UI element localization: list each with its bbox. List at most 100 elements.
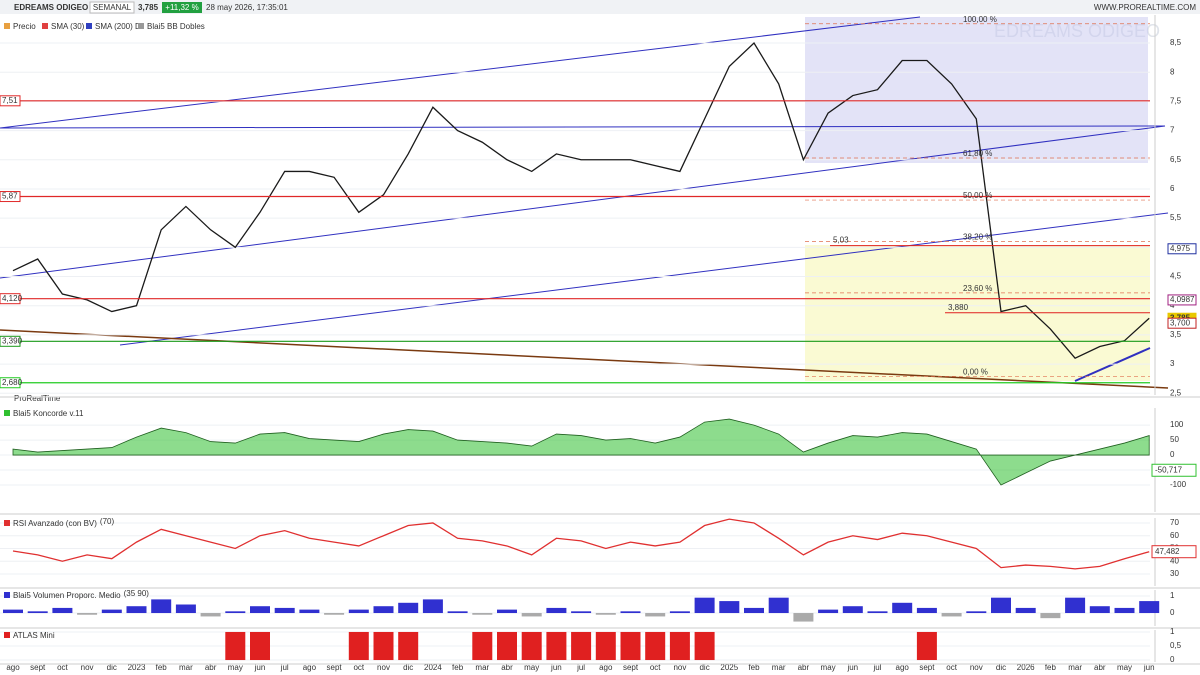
x-tick-label: abr bbox=[501, 663, 513, 672]
x-tick-label: oct bbox=[353, 663, 364, 672]
right-label-box bbox=[1167, 317, 1197, 329]
bar bbox=[126, 606, 147, 614]
x-tick-label: feb bbox=[748, 663, 760, 672]
x-tick-label: dic bbox=[996, 663, 1006, 672]
bar bbox=[3, 609, 23, 614]
price-line bbox=[12, 518, 1150, 570]
trend-line bbox=[0, 329, 1169, 389]
bar bbox=[1089, 606, 1110, 614]
change: +11,32 % bbox=[165, 3, 198, 12]
x-tick-label: may bbox=[228, 663, 243, 672]
fib-label: 23,60 % bbox=[963, 284, 992, 293]
level-label: 2,680 bbox=[2, 378, 23, 387]
level-label-box bbox=[0, 377, 21, 389]
bar bbox=[398, 631, 419, 661]
x-tick-label: jun bbox=[550, 663, 562, 672]
bar bbox=[1015, 607, 1036, 614]
right-label-box bbox=[1167, 294, 1197, 306]
last-value-box bbox=[1151, 545, 1197, 559]
y-tick-label: 30 bbox=[1170, 569, 1179, 578]
fib-label: 50,00 % bbox=[963, 191, 992, 200]
x-tick-label: sept bbox=[919, 663, 935, 672]
bar bbox=[916, 607, 937, 614]
bar bbox=[324, 613, 345, 615]
bar bbox=[744, 607, 764, 614]
legend-item: SMA (200) D bbox=[95, 22, 141, 31]
x-tick-label: sept bbox=[327, 663, 343, 672]
x-tick-label: mar bbox=[772, 663, 786, 672]
period-box bbox=[89, 1, 135, 14]
bar bbox=[1114, 607, 1135, 614]
bar bbox=[151, 599, 172, 614]
bar bbox=[250, 631, 270, 661]
bar bbox=[447, 611, 468, 614]
bar bbox=[571, 631, 592, 661]
y-tick-label: 1 bbox=[1170, 591, 1175, 600]
fib-label: 100,00 % bbox=[963, 15, 997, 24]
x-tick-label: abr bbox=[1094, 663, 1106, 672]
x-tick-label: ago bbox=[896, 663, 910, 672]
bar bbox=[274, 607, 295, 614]
x-tick-label: oct bbox=[57, 663, 68, 672]
bar bbox=[966, 611, 987, 614]
panel-title: RSI Avanzado (con BV) bbox=[13, 519, 97, 528]
right-label: 4,0987 bbox=[1170, 295, 1195, 304]
bar bbox=[348, 609, 369, 614]
x-tick-label: ago bbox=[6, 663, 20, 672]
x-tick-label: nov bbox=[81, 663, 94, 672]
legend-swatch bbox=[86, 23, 92, 29]
y-tick-label: -100 bbox=[1170, 480, 1187, 489]
bar bbox=[422, 599, 443, 614]
x-tick-label: dic bbox=[699, 663, 709, 672]
level-label-box bbox=[0, 95, 21, 107]
panel-legend-box bbox=[4, 410, 10, 416]
y-tick-label: 1 bbox=[1170, 627, 1175, 636]
bar bbox=[793, 613, 814, 622]
fib-label: 0,00 % bbox=[963, 367, 988, 376]
y-tick-label: 60 bbox=[1170, 531, 1179, 540]
bar bbox=[571, 611, 592, 614]
bar bbox=[991, 597, 1011, 614]
y-tick-label: 0 bbox=[1170, 608, 1175, 617]
y-tick-label: 7 bbox=[1170, 126, 1175, 135]
bar bbox=[694, 597, 715, 614]
last-value-label: 47,482 bbox=[1155, 547, 1180, 556]
panel-legend-box bbox=[4, 592, 10, 598]
x-tick-label: abr bbox=[798, 663, 810, 672]
site: WWW.PROREALTIME.COM bbox=[1094, 3, 1196, 12]
x-tick-label: jun bbox=[1143, 663, 1155, 672]
x-tick-label: feb bbox=[1045, 663, 1057, 672]
koncorde-area bbox=[12, 418, 1150, 486]
level-label: 4,120 bbox=[2, 294, 23, 303]
fib-label: 61,80 % bbox=[963, 149, 992, 158]
x-tick-label: dic bbox=[403, 663, 413, 672]
price: 3,785 bbox=[138, 3, 159, 12]
x-tick-label: may bbox=[524, 663, 539, 672]
x-tick-label: jun bbox=[254, 663, 266, 672]
x-tick-label: mar bbox=[475, 663, 489, 672]
x-tick-label: feb bbox=[452, 663, 464, 672]
y-tick-label: 6,5 bbox=[1170, 155, 1182, 164]
mark-label: 3,880 bbox=[948, 303, 969, 312]
x-tick-label: nov bbox=[377, 663, 390, 672]
x-tick-label: 2023 bbox=[128, 663, 146, 672]
mark-label: 5,03 bbox=[833, 236, 849, 245]
level-label: 7,51 bbox=[2, 96, 18, 105]
bar bbox=[497, 631, 517, 661]
trend-line bbox=[119, 212, 1169, 346]
fib-zone bbox=[805, 17, 1148, 163]
x-tick-label: mar bbox=[179, 663, 193, 672]
panel-title: Blai5 Volumen Proporc. Medio bbox=[13, 591, 121, 600]
bar bbox=[892, 602, 913, 614]
y-tick-label: 4,5 bbox=[1170, 272, 1182, 281]
y-tick-label: 100 bbox=[1170, 420, 1184, 429]
y-tick-label: 0 bbox=[1170, 655, 1175, 664]
bar bbox=[472, 631, 493, 661]
y-tick-label: 6 bbox=[1170, 184, 1175, 193]
x-tick-label: may bbox=[1117, 663, 1132, 672]
bar bbox=[200, 613, 221, 617]
x-tick-label: ago bbox=[303, 663, 317, 672]
bar bbox=[175, 604, 196, 614]
x-tick-label: oct bbox=[946, 663, 957, 672]
